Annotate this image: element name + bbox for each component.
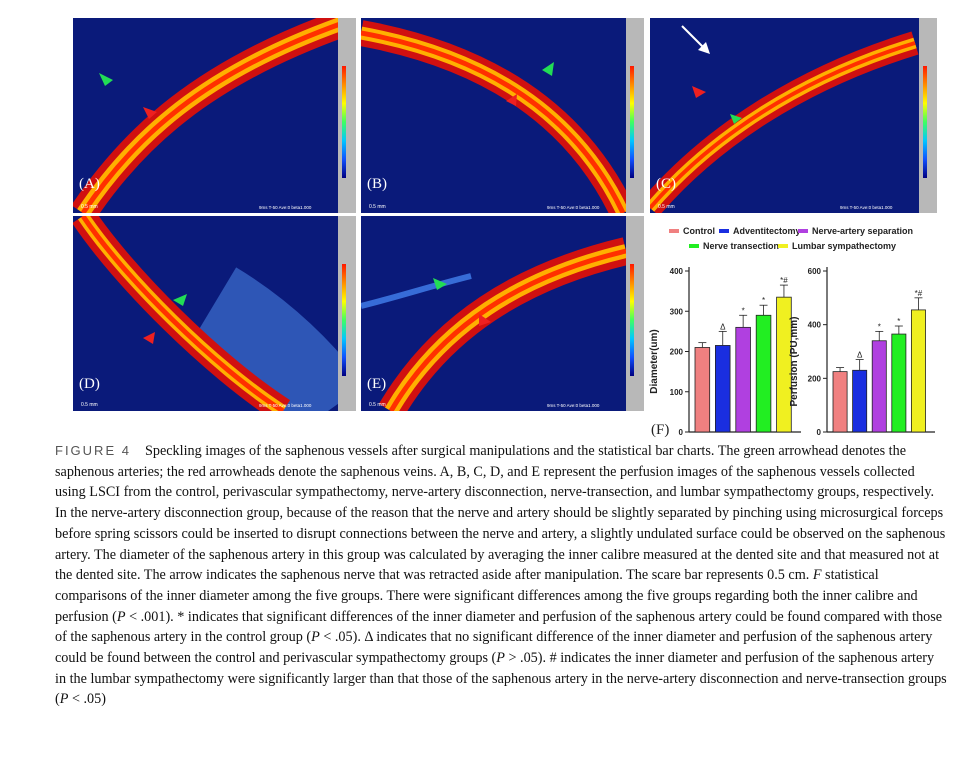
panel-b: (B) 0.5 mm 9ms T-50 Ave:0 beta1.000 <box>361 18 644 213</box>
y-tick-label: 600 <box>808 267 822 276</box>
caption-p-letter: P <box>116 608 126 625</box>
caption-p-letter: P <box>311 629 320 646</box>
figure-label: FIGURE 4 <box>55 443 131 458</box>
legend-swatch <box>669 229 679 233</box>
panel-label: (A) <box>79 176 100 192</box>
vessel-image-b <box>361 20 635 213</box>
panel-label: (B) <box>367 176 387 192</box>
caption-text-3: < .001). * indicates that significant di… <box>55 608 943 646</box>
bar <box>735 326 751 433</box>
caption-text-6: < .05) <box>71 691 106 708</box>
bar <box>891 333 907 433</box>
scale-text: 0.5 mm <box>81 204 98 210</box>
bar <box>776 296 792 433</box>
panel-e: (E) 0.5 mm 9ms T-50 Ave:0 beta1.000 <box>361 216 644 411</box>
legend-entry: Lumbar sympathectomy <box>792 241 896 251</box>
legend-entry: Adventitectomy <box>733 226 801 236</box>
red-arrowhead-icon <box>143 107 157 119</box>
bar-chart-panel: Control Adventitectomy Nerve-artery separa… <box>647 216 937 440</box>
y-axis-label: Diameter(um) <box>649 329 660 393</box>
legend-entry: Nerve transection <box>703 241 779 251</box>
legend-swatch <box>689 244 699 248</box>
legend-entry: Nerve-artery separation <box>812 226 913 236</box>
vessel-image-d <box>73 216 356 411</box>
y-tick-label: 0 <box>817 428 822 437</box>
red-arrowhead-icon <box>143 332 155 344</box>
panel-footer: 9ms T-50 Ave:0 beta1.000 <box>259 403 312 408</box>
panel-label-f: (F) <box>651 422 669 438</box>
figure-caption: FIGURE 4 Speckling images of the saphenou… <box>55 441 948 710</box>
y-tick-label: 200 <box>670 348 684 357</box>
y-tick-label: 400 <box>670 267 684 276</box>
bar <box>910 309 926 433</box>
panel-footer: 9ms T-50 Ave:0 beta1.000 <box>547 205 600 210</box>
legend-entry: Control <box>683 226 715 236</box>
red-arrowhead-icon <box>479 314 491 326</box>
bar-charts: Control Adventitectomy Nerve-artery separa… <box>649 226 935 438</box>
panel-footer: 9ms T-50 Ave:0 beta1.000 <box>259 205 312 210</box>
caption-text-5: > .05). # indicates the inner diameter a… <box>55 650 947 708</box>
caption-p-letter: P <box>59 691 69 708</box>
scale-text: 0.5 mm <box>81 402 98 408</box>
caption-p-letter: P <box>496 650 505 667</box>
significance-mark: *# <box>780 276 788 285</box>
legend-swatch <box>798 229 808 233</box>
panel-label: (E) <box>367 376 387 392</box>
panel-label: (D) <box>79 376 100 392</box>
red-arrowhead-icon <box>692 86 706 98</box>
bar <box>871 340 887 433</box>
red-arrowhead-icon <box>506 94 517 106</box>
panel-footer: 9ms T-50 Ave:0 beta1.000 <box>547 403 600 408</box>
scale-text: 0.5 mm <box>658 204 675 210</box>
green-arrowhead-icon <box>99 73 113 86</box>
y-tick-label: 400 <box>808 321 822 330</box>
color-scale-bar <box>338 216 356 411</box>
panel-footer: 9ms T-50 Ave:0 beta1.000 <box>840 205 893 210</box>
y-tick-label: 200 <box>808 374 822 383</box>
caption-text-2: statistical comparisons of the inner dia… <box>55 567 918 625</box>
bar <box>694 347 711 433</box>
panel-label: (C) <box>656 176 676 192</box>
color-scale-bar <box>338 18 356 213</box>
significance-mark: * <box>897 317 900 326</box>
scale-text: 0.5 mm <box>369 402 386 408</box>
scale-text: 0.5 mm <box>369 204 386 210</box>
color-scale-bar <box>626 216 644 411</box>
panel-c: (C) 0.5 mm 9ms T-50 Ave:0 beta1.000 <box>650 18 937 213</box>
green-arrowhead-icon <box>542 62 554 76</box>
y-axis-label: Perfusion (PU,mm) <box>789 316 800 406</box>
y-tick-label: 300 <box>670 307 684 316</box>
y-tick-label: 100 <box>670 388 684 397</box>
significance-mark: Δ <box>720 322 726 331</box>
significance-mark: Δ <box>857 351 863 360</box>
green-arrowhead-icon <box>730 114 742 124</box>
panel-d: (D) 0.5 mm 9ms T-50 Ave:0 beta1.000 <box>73 216 356 411</box>
color-scale-bar <box>626 18 644 213</box>
green-arrowhead-icon <box>173 294 187 306</box>
significance-mark: * <box>762 296 765 305</box>
green-arrowhead-icon <box>433 278 447 290</box>
bar <box>852 369 868 433</box>
vessel-image-a <box>73 18 348 213</box>
bar <box>832 371 848 433</box>
panel-a: (A) 0.5 mm 9ms T-50 Ave:0 beta1.000 <box>73 18 356 213</box>
legend-swatch <box>778 244 788 248</box>
caption-f-letter: F <box>812 567 822 584</box>
caption-text-1: Speckling images of the saphenous vessel… <box>55 443 946 584</box>
bar <box>715 345 731 433</box>
caption-text-4: < .05). Δ indicates that no significant … <box>55 629 933 667</box>
vessel-image-e <box>361 237 630 411</box>
significance-mark: * <box>878 322 881 331</box>
significance-mark: * <box>742 306 745 315</box>
significance-mark: *# <box>915 289 923 298</box>
color-scale-bar <box>919 18 937 213</box>
vessel-image-c <box>650 25 919 213</box>
bar <box>755 314 772 433</box>
legend-swatch <box>719 229 729 233</box>
y-tick-label: 0 <box>679 428 684 437</box>
